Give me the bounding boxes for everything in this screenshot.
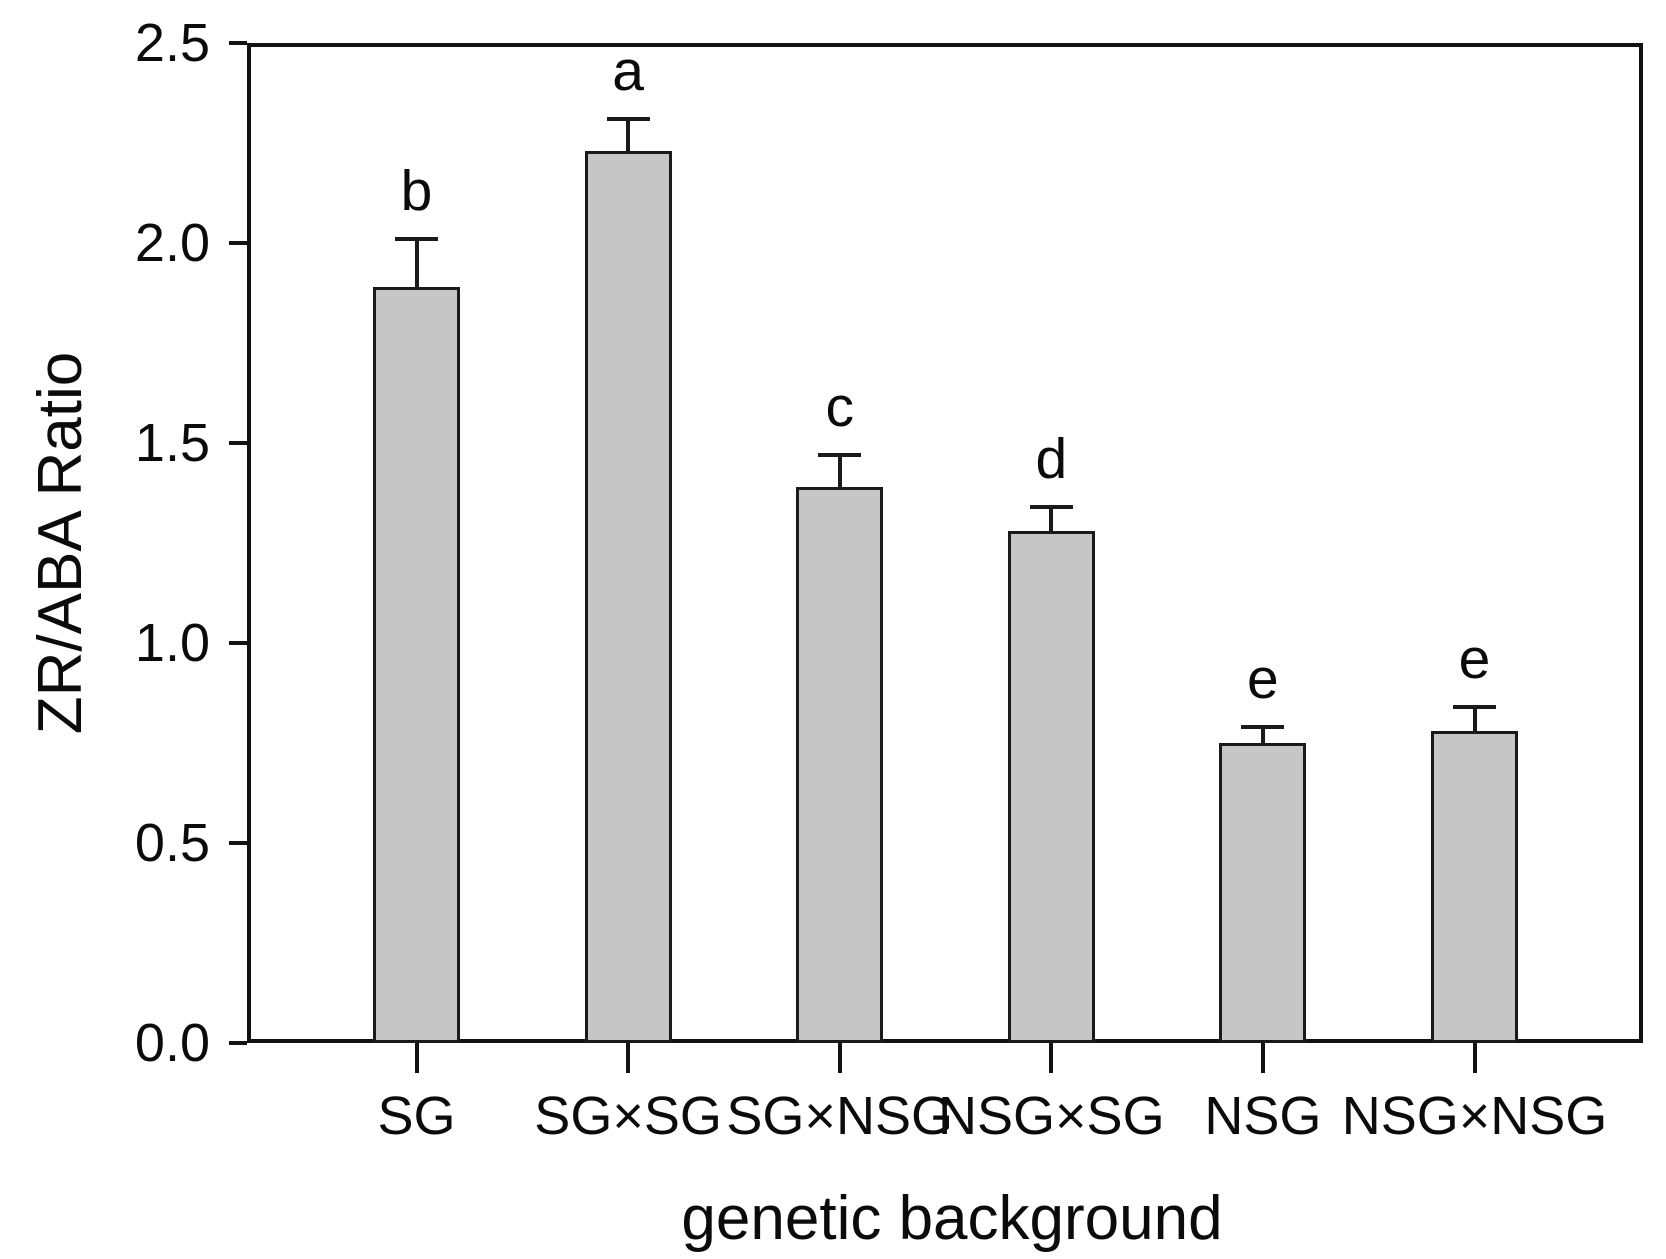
- error-bar-line: [414, 239, 419, 287]
- significance-letter: e: [1458, 627, 1491, 691]
- bar: [584, 151, 672, 1043]
- y-axis-tick: [229, 641, 247, 645]
- x-axis-tick: [1472, 1043, 1477, 1073]
- significance-letter: a: [612, 39, 644, 103]
- y-axis-tick: [229, 1041, 247, 1045]
- error-bar-cap: [1241, 725, 1285, 729]
- x-axis-tick-label: SG×NSG: [726, 1086, 953, 1146]
- error-bar-cap: [818, 453, 862, 457]
- error-bar-cap: [395, 237, 438, 241]
- error-bar-line: [626, 119, 631, 151]
- y-axis-tick-label: 0.0: [134, 1013, 210, 1073]
- x-axis-tick-label: NSG×NSG: [1341, 1086, 1608, 1146]
- error-bar-line: [837, 455, 842, 487]
- error-bar-cap: [1453, 705, 1496, 709]
- y-axis-tick: [229, 841, 247, 845]
- bar: [1219, 743, 1307, 1043]
- bar: [373, 287, 460, 1043]
- x-axis-tick: [1260, 1043, 1265, 1073]
- y-axis-tick: [229, 441, 247, 445]
- significance-letter: b: [400, 159, 433, 223]
- y-axis-tick-label: 0.5: [134, 813, 210, 873]
- error-bar-cap: [1029, 505, 1073, 509]
- error-bar-line: [1472, 707, 1477, 731]
- error-bar-cap: [606, 117, 650, 121]
- significance-letter: e: [1247, 647, 1279, 711]
- x-axis-tick: [1049, 1043, 1054, 1073]
- x-axis-tick-label: NSG×SG: [938, 1086, 1165, 1146]
- x-axis-tick-label: NSG: [1204, 1086, 1322, 1146]
- y-axis-tick-label: 1.0: [134, 613, 210, 673]
- plot-area: [247, 43, 1643, 1043]
- y-axis-tick-label: 2.5: [134, 13, 210, 73]
- y-axis-tick-label: 2.0: [134, 213, 210, 273]
- error-bar-line: [1260, 727, 1265, 743]
- bar: [1007, 531, 1095, 1043]
- x-axis-tick: [626, 1043, 631, 1073]
- x-axis-title: genetic background: [681, 1184, 1223, 1253]
- x-axis-tick: [837, 1043, 842, 1073]
- bar: [1431, 731, 1518, 1043]
- y-axis-tick: [229, 241, 247, 245]
- x-axis-tick: [414, 1043, 419, 1073]
- significance-letter: c: [825, 375, 854, 439]
- error-bar-line: [1049, 507, 1054, 531]
- significance-letter: d: [1035, 427, 1068, 491]
- y-axis-title: ZR/ABA Ratio: [26, 351, 95, 735]
- x-axis-tick-label: SG×SG: [534, 1086, 722, 1146]
- y-axis-tick-label: 1.5: [134, 413, 210, 473]
- y-axis-tick: [229, 41, 247, 45]
- bar: [796, 487, 884, 1043]
- x-axis-tick-label: SG: [377, 1086, 456, 1146]
